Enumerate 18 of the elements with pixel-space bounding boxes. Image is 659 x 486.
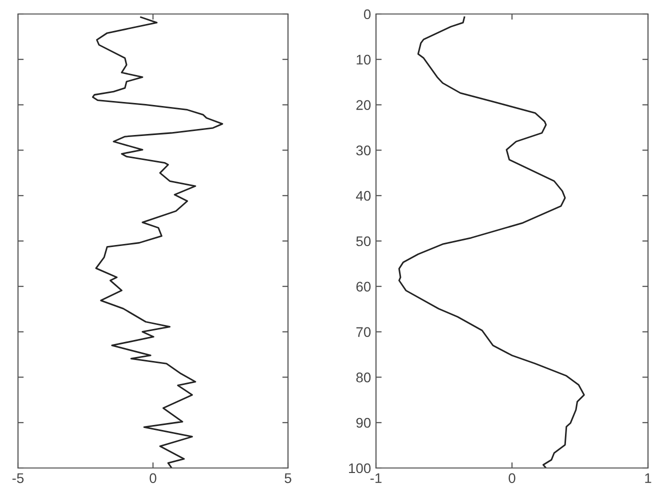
y-tick-label: 20: [356, 100, 371, 110]
x-tick-label: -5: [12, 473, 24, 484]
x-tick-label: -1: [370, 473, 382, 483]
y-tick-label: 10: [356, 54, 371, 65]
x-tick-label: 1: [645, 473, 652, 483]
y-tick-label: 50: [356, 236, 371, 246]
line-series: [398, 16, 585, 468]
y-tick-label: 100: [349, 463, 371, 474]
x-tick-label: 0: [508, 473, 516, 484]
y-tick-label: 30: [356, 146, 371, 156]
x-tick-label: 0: [150, 473, 156, 484]
y-tick-label: 70: [356, 327, 371, 337]
y-tick-label: 60: [356, 282, 371, 292]
y-tick-label: 80: [356, 372, 371, 382]
y-tick-label: 40: [356, 190, 371, 201]
y-tick-label: 0: [364, 9, 371, 20]
x-tick-label: 5: [284, 473, 292, 484]
y-tick-label: 90: [356, 418, 371, 428]
